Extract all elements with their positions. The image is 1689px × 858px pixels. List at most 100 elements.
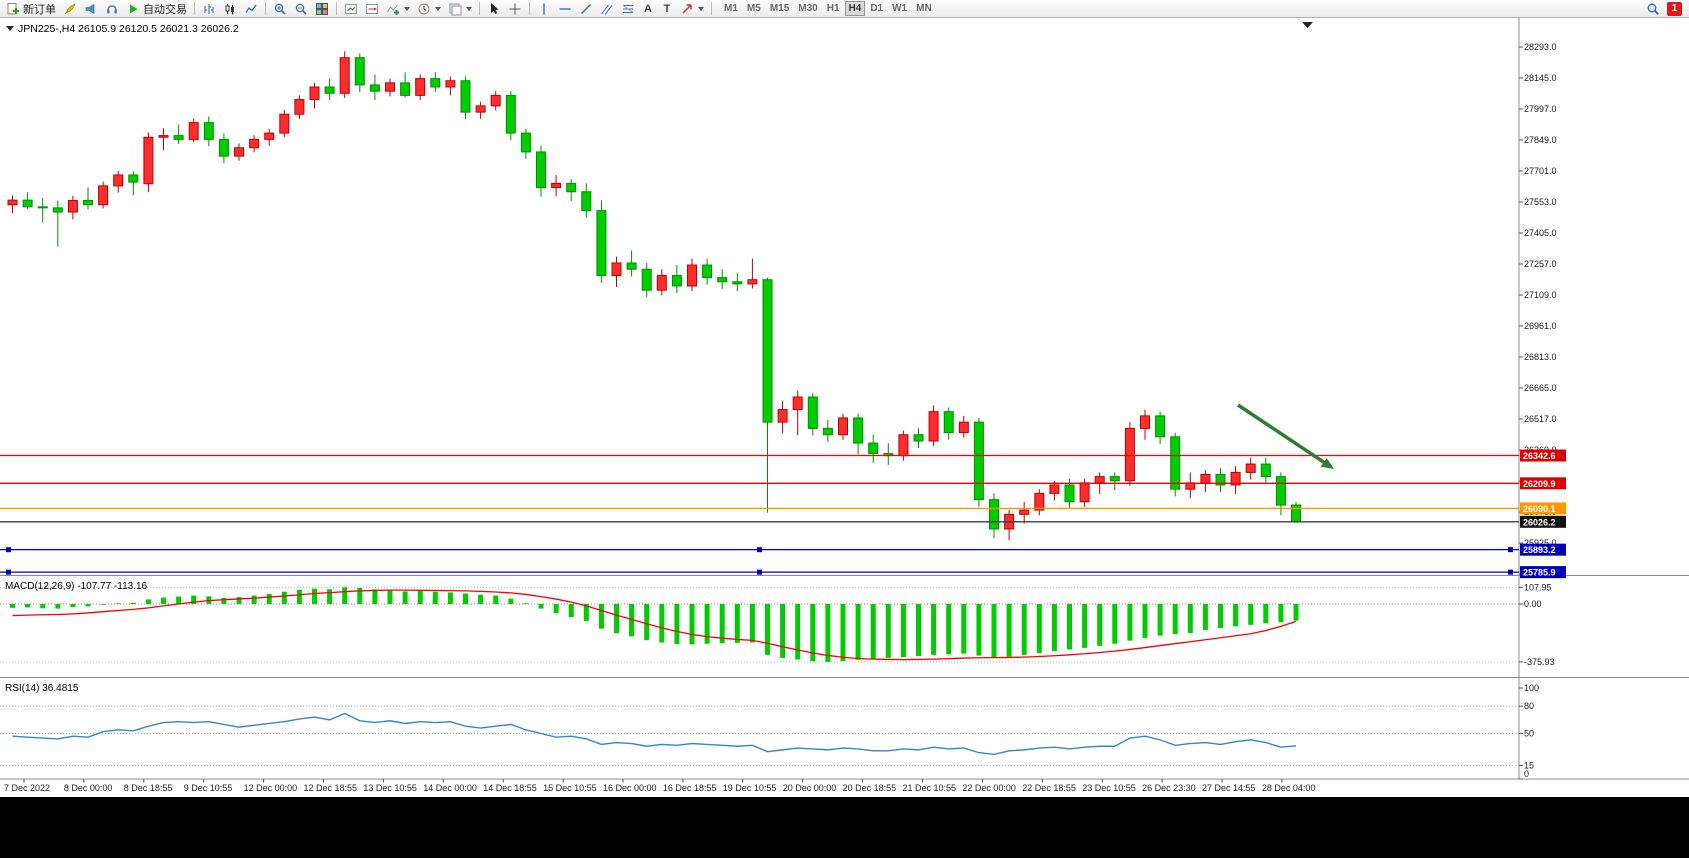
new-order-button[interactable]: 新订单	[3, 1, 59, 17]
svg-text:13 Dec 10:55: 13 Dec 10:55	[363, 783, 417, 793]
toolbar-separator	[711, 2, 712, 15]
timeframe-button-m30[interactable]: M30	[794, 1, 821, 16]
level-handle[interactable]	[1508, 547, 1513, 553]
text-button[interactable]: A	[639, 1, 657, 17]
trendline-button[interactable]	[576, 1, 596, 17]
headset-icon	[107, 4, 117, 13]
level-handle[interactable]	[1508, 569, 1513, 575]
text-tool-label: A	[644, 2, 652, 15]
price-badge-26342.6	[1520, 449, 1566, 462]
svg-text:22 Dec 18:55: 22 Dec 18:55	[1022, 783, 1076, 793]
level-handle[interactable]	[757, 569, 762, 575]
bar-chart-button[interactable]	[199, 1, 219, 17]
zoom-in-button[interactable]	[270, 1, 290, 17]
level-handle[interactable]	[6, 547, 11, 553]
chart-canvas[interactable]: 28293.0 28145.0 27997.0 27849.0 27701.0 27553…	[0, 18, 1689, 797]
tile-windows-icon	[316, 2, 328, 15]
svg-text:27553.0: 27553.0	[1524, 197, 1557, 207]
arrow-annotation-head[interactable]	[1320, 458, 1334, 469]
svg-text:23 Dec 10:55: 23 Dec 10:55	[1082, 783, 1136, 793]
macd-pane: 107.95 0.00 -375.93 MACD(12,26,9) -107.77 -…	[0, 581, 1555, 667]
search-button[interactable]	[1643, 1, 1663, 17]
price-badge-26026.2	[1520, 515, 1566, 528]
line-chart-icon	[245, 4, 257, 13]
megaphone-icon	[85, 3, 95, 14]
notification-count: 1	[1671, 3, 1678, 14]
timeframe-button-m1[interactable]: M1	[720, 1, 742, 16]
svg-text:15: 15	[1524, 760, 1534, 770]
fibonacci-button[interactable]	[618, 1, 638, 17]
auto-scroll-button[interactable]	[341, 1, 361, 17]
crosshair-button[interactable]	[505, 1, 525, 17]
metaeditor-button[interactable]	[60, 1, 80, 17]
horizontal-line-icon	[559, 7, 571, 10]
chart-background	[0, 18, 1689, 797]
svg-text:-375.93: -375.93	[1524, 657, 1555, 667]
svg-text:9 Dec 10:55: 9 Dec 10:55	[184, 783, 233, 793]
new-order-label: 新订单	[23, 3, 56, 16]
timeframe-button-h4[interactable]: H4	[844, 1, 866, 16]
tile-windows-button[interactable]	[312, 1, 332, 17]
search-icon	[1647, 3, 1659, 15]
line-chart-button[interactable]	[241, 1, 261, 17]
indicators-button[interactable]	[383, 1, 413, 17]
price-badge-25785.9	[1520, 566, 1566, 579]
vertical-line-icon	[543, 3, 545, 14]
scroll-to-end-icon[interactable]	[1302, 22, 1313, 28]
vertical-line-button[interactable]	[534, 1, 554, 17]
svg-text:27701.0: 27701.0	[1524, 166, 1557, 176]
notification-badge[interactable]: 1	[1667, 1, 1682, 16]
arrow-annotation[interactable]	[1237, 403, 1326, 465]
timeframe-button-w1[interactable]: W1	[888, 1, 911, 16]
text-label-button[interactable]: T	[658, 1, 676, 17]
svg-text:8 Dec 18:55: 8 Dec 18:55	[124, 783, 173, 793]
level-handle[interactable]	[757, 547, 762, 553]
support-button[interactable]	[102, 1, 122, 17]
zoom-out-button[interactable]	[291, 1, 311, 17]
timeframe-button-m5[interactable]: M5	[743, 1, 765, 16]
cursor-icon	[491, 2, 499, 14]
price-badge-26090.1	[1520, 502, 1566, 515]
toolbar-separator	[529, 2, 530, 15]
svg-text:19 Dec 10:55: 19 Dec 10:55	[723, 783, 777, 793]
channel-button[interactable]	[597, 1, 617, 17]
svg-text:27109.0: 27109.0	[1524, 290, 1557, 300]
horizontal-line-button[interactable]	[555, 1, 575, 17]
autotrade-button[interactable]: 自动交易	[123, 1, 190, 17]
timeframe-button-m15[interactable]: M15	[766, 1, 793, 16]
periods-button[interactable]	[414, 1, 444, 17]
rsi-pane: 100 80 50 150 RSI(14) 36.4815	[0, 683, 1539, 780]
svg-text:27257.0: 27257.0	[1524, 259, 1557, 269]
zoom-in-icon	[274, 3, 286, 15]
templates-button[interactable]	[445, 1, 475, 17]
chart-window[interactable]: 28293.0 28145.0 27997.0 27849.0 27701.0 27553…	[0, 18, 1689, 797]
svg-text:27849.0: 27849.0	[1524, 135, 1557, 145]
bar-chart-icon	[204, 3, 214, 14]
time-axis[interactable]: 7 Dec 2022 8 Dec 00:00 8 Dec 18:55 9 Dec 10…	[4, 779, 1315, 793]
channel-icon	[601, 4, 613, 15]
zoom-out-icon	[295, 3, 307, 15]
arrows-button[interactable]	[677, 1, 707, 17]
timeframe-button-d1[interactable]: D1	[866, 1, 887, 16]
indicators-caret-icon	[404, 6, 410, 11]
svg-text:26026.2: 26026.2	[1523, 517, 1556, 527]
svg-text:27997.0: 27997.0	[1524, 104, 1557, 114]
toolbar-separator	[479, 2, 480, 15]
autotrade-label: 自动交易	[143, 3, 187, 16]
symbol-dropdown-icon[interactable]	[6, 26, 14, 31]
broadcast-button[interactable]	[81, 1, 101, 17]
candlestick-chart-button[interactable]	[220, 1, 240, 17]
svg-text:16 Dec 18:55: 16 Dec 18:55	[663, 783, 717, 793]
timeframe-group: M1 M5 M15 M30 H1 H4 D1 W1 MN	[720, 1, 936, 16]
timeframe-button-mn[interactable]: MN	[912, 1, 936, 16]
svg-text:27405.0: 27405.0	[1524, 228, 1557, 238]
timeframe-button-h1[interactable]: H1	[823, 1, 844, 16]
svg-text:14 Dec 18:55: 14 Dec 18:55	[483, 783, 537, 793]
new-order-icon	[7, 2, 19, 14]
level-handle[interactable]	[6, 569, 11, 575]
svg-text:26342.6: 26342.6	[1523, 451, 1556, 461]
svg-text:50: 50	[1524, 729, 1534, 739]
chart-shift-button[interactable]	[362, 1, 382, 17]
fibonacci-icon	[622, 4, 634, 13]
cursor-button[interactable]	[484, 1, 504, 17]
